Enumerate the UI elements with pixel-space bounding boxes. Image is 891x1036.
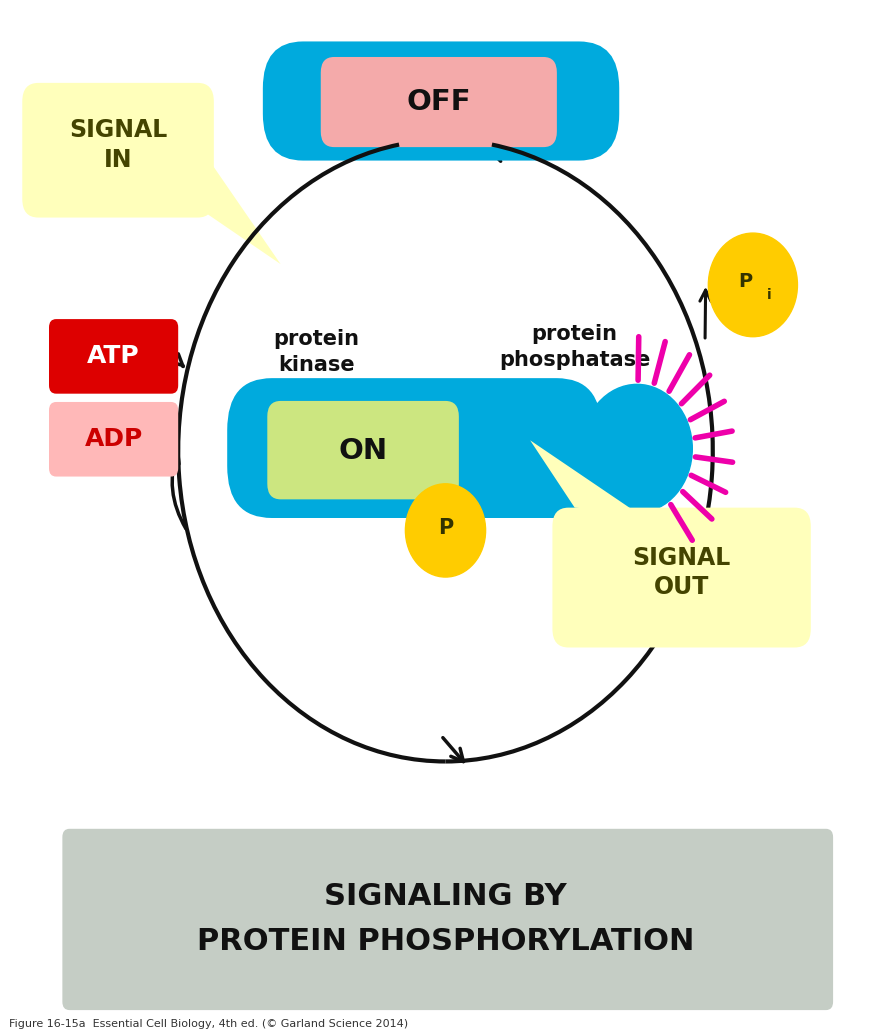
Text: OFF: OFF — [407, 87, 471, 116]
FancyBboxPatch shape — [49, 402, 178, 477]
Text: P: P — [739, 272, 753, 291]
Text: i: i — [766, 288, 772, 303]
FancyBboxPatch shape — [49, 319, 178, 394]
Text: Figure 16-15a  Essential Cell Biology, 4th ed. (© Garland Science 2014): Figure 16-15a Essential Cell Biology, 4t… — [9, 1018, 408, 1029]
Text: SIGNAL
OUT: SIGNAL OUT — [633, 546, 731, 599]
Text: ATP: ATP — [87, 344, 140, 369]
Text: ON: ON — [338, 436, 388, 465]
Text: SIGNALING BY
PROTEIN PHOSPHORYLATION: SIGNALING BY PROTEIN PHOSPHORYLATION — [197, 882, 694, 956]
Polygon shape — [205, 161, 281, 264]
Text: ADP: ADP — [85, 427, 143, 452]
Circle shape — [582, 384, 692, 513]
Text: protein
kinase: protein kinase — [274, 329, 359, 375]
FancyBboxPatch shape — [552, 508, 811, 648]
FancyBboxPatch shape — [62, 829, 833, 1010]
FancyBboxPatch shape — [227, 378, 601, 518]
FancyBboxPatch shape — [321, 57, 557, 147]
Circle shape — [708, 233, 797, 337]
FancyBboxPatch shape — [263, 41, 619, 161]
Text: SIGNAL
IN: SIGNAL IN — [69, 118, 168, 172]
Text: protein
phosphatase: protein phosphatase — [499, 324, 650, 370]
FancyBboxPatch shape — [267, 401, 459, 499]
Text: P: P — [437, 518, 454, 539]
Circle shape — [405, 484, 486, 577]
FancyBboxPatch shape — [22, 83, 214, 218]
Polygon shape — [530, 440, 637, 513]
